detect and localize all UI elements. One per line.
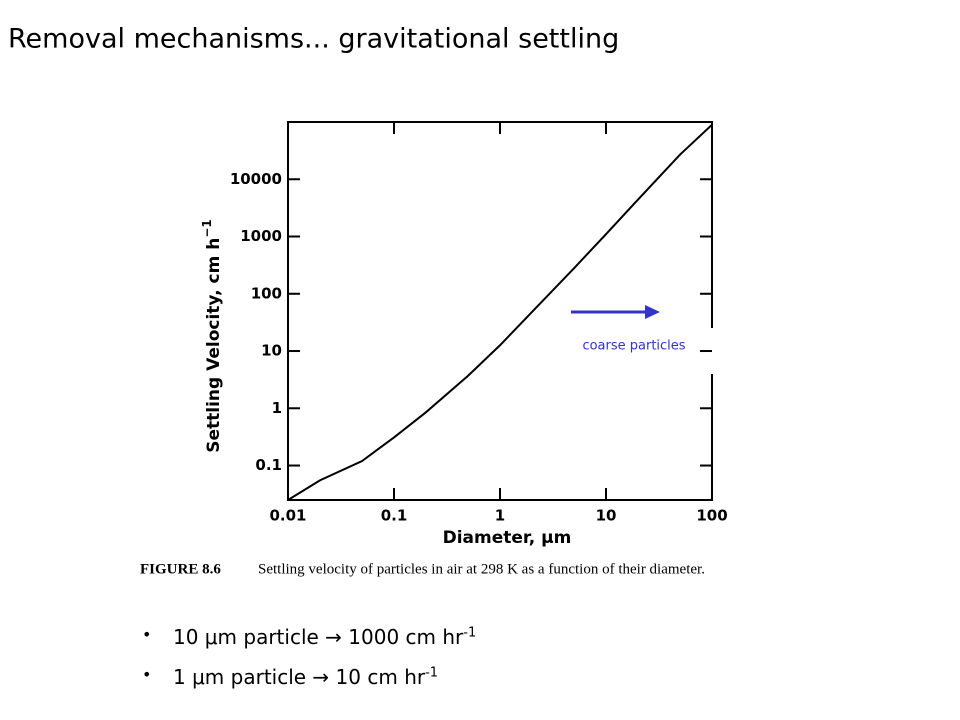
- caption-label: FIGURE 8.6: [140, 561, 221, 577]
- bullet-superscript: -1: [463, 625, 477, 641]
- x-axis-label: Diameter, μm: [443, 528, 572, 548]
- x-tick-label: 100: [696, 507, 727, 525]
- slide-title: Removal mechanisms... gravitational sett…: [8, 24, 619, 55]
- bullet-superscript: -1: [425, 665, 439, 681]
- bullet-text: 1 μm particle → 10 cm hr: [173, 665, 426, 689]
- y-axis-label-superscript: −1: [200, 219, 214, 237]
- y-tick-label: 100: [251, 284, 282, 302]
- data-line: [287, 124, 713, 501]
- y-tick-label: 1: [272, 399, 282, 417]
- bullet: • 1 μm particle → 10 cm hr-1: [142, 665, 439, 689]
- y-tick-label: 0.1: [255, 456, 282, 474]
- y-tick-label: 10: [261, 342, 282, 360]
- x-tick-label: 1: [495, 507, 505, 525]
- chart: Removal mechanisms... gravitational sett…: [8, 24, 728, 578]
- bullet: • 10 μm particle → 1000 cm hr-1: [142, 625, 477, 649]
- bullet-text: 10 μm particle → 1000 cm hr: [173, 625, 464, 649]
- y-tick-label: 1000: [240, 227, 282, 245]
- x-tick-label: 0.01: [269, 507, 306, 525]
- x-tick-label: 0.1: [381, 507, 408, 525]
- y-axis-label-text: Settling Velocity, cm h: [204, 238, 224, 453]
- caption-text: Settling velocity of particles in air at…: [258, 561, 705, 577]
- y-tick-label: 10000: [230, 170, 282, 188]
- x-tick-label: 10: [596, 507, 617, 525]
- annotation-arrowhead: [645, 305, 660, 319]
- y-axis-label: Settling Velocity, cm h−1: [200, 219, 225, 453]
- annotation: coarse particles: [582, 339, 685, 354]
